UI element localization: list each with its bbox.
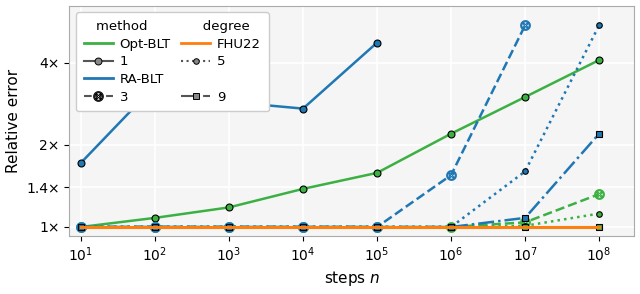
X-axis label: steps $n$: steps $n$	[324, 269, 380, 288]
Legend: Opt-BLT, 1, RA-BLT, 3, FHU22, 5, , 9: Opt-BLT, 1, RA-BLT, 3, FHU22, 5, , 9	[76, 12, 269, 111]
Y-axis label: Relative error: Relative error	[6, 69, 20, 173]
